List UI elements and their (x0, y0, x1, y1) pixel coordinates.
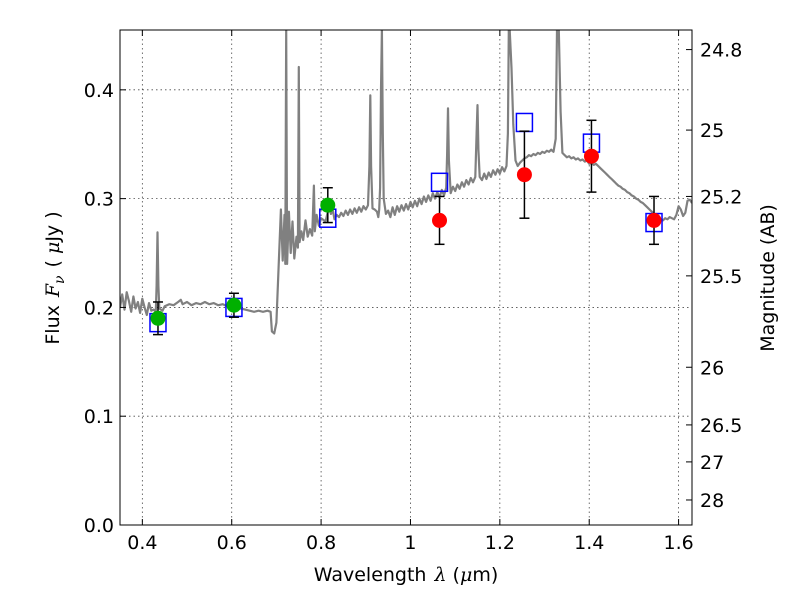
x-label-unit-rest: m) (472, 564, 498, 586)
axis-ticks: 0.4 0.6 0.8 1 1.2 1.4 1.6 0.0 0.1 0.2 0.3 0.4 24.8 25… (84, 30, 742, 554)
x-label-unit-mu: μ (460, 564, 472, 586)
y2-tick-label: 28 (700, 490, 724, 512)
y-tick-label: 0.1 (84, 406, 114, 428)
y2-tick-label: 25 (700, 120, 724, 142)
spectrum-line (120, 30, 692, 335)
y-label-unit-rest: Jy ) (42, 211, 64, 242)
y-tick-label: 0.4 (84, 80, 114, 102)
x-label-symbol: λ (433, 564, 446, 586)
y-tick-label: 0.0 (84, 515, 114, 537)
observed_nir-point (432, 212, 448, 228)
model-photometry-square (430, 172, 449, 193)
plot-frame (119, 29, 693, 526)
y2-tick-label: 24.8 (700, 40, 742, 62)
x-axis-label: Wavelength λ (μm) (314, 564, 498, 586)
y2-axis-label: Magnitude (AB) (757, 204, 779, 352)
y2-tick-label: 26.5 (700, 415, 742, 437)
data-layer (120, 30, 692, 336)
x-tick-label: 0.6 (217, 532, 247, 554)
x-tick-label: 1.4 (574, 532, 604, 554)
y-axis-label: Flux Fν ( μJy ) (42, 211, 68, 344)
y2-tick-label: 25.2 (700, 186, 742, 208)
x-tick-label: 0.8 (306, 532, 336, 554)
observed_nir-point (516, 167, 532, 183)
series-group (120, 30, 692, 336)
observed_nir-point (583, 148, 599, 164)
y-label-subscript: ν (52, 275, 68, 284)
y-tick-label: 0.2 (84, 297, 114, 319)
observed_optical-point (320, 197, 336, 213)
y-label-prefix: Flux (42, 305, 64, 345)
x-tick-label: 1.6 (663, 532, 693, 554)
observed_nir-point (646, 212, 662, 228)
y-label-unit-open: ( (42, 260, 64, 267)
x-label-unit-open: ( (453, 564, 460, 586)
x-tick-label: 0.4 (127, 532, 157, 554)
x-tick-label: 1 (404, 532, 416, 554)
y-label-symbol: F (42, 283, 64, 298)
y2-tick-label: 25.5 (700, 266, 742, 288)
x-tick-label: 1.2 (485, 532, 515, 554)
y2-tick-label: 27 (700, 452, 724, 474)
observed_optical-point (226, 297, 242, 313)
y2-tick-label: 26 (700, 357, 724, 379)
y-tick-label: 0.3 (84, 189, 114, 211)
observed_optical-point (150, 310, 166, 326)
x-label-prefix: Wavelength (314, 564, 427, 586)
y-label-unit-mu: μ (42, 242, 64, 254)
